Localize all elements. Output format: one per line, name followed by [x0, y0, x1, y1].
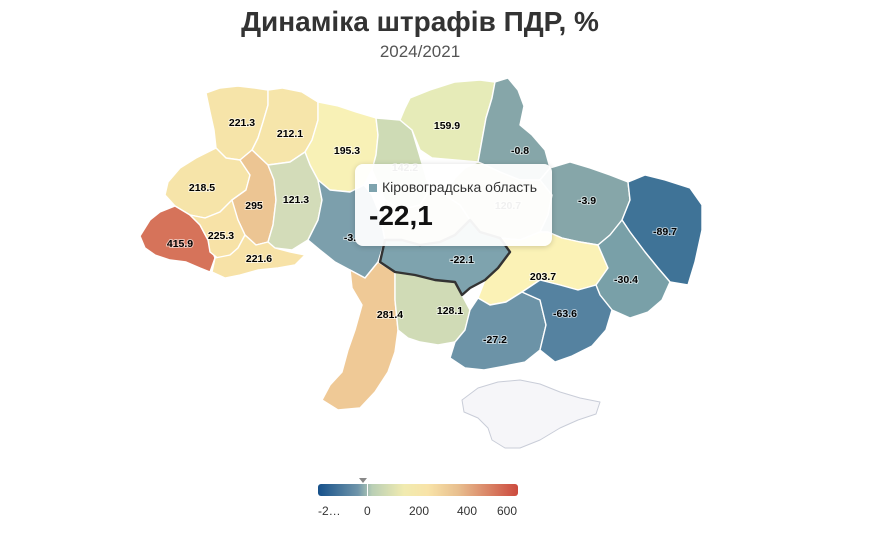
- region-label-luhansk: -89.7: [653, 226, 677, 238]
- legend-label-0: 0: [364, 504, 371, 518]
- region-tooltip: Кіровоградська область -22,1: [355, 164, 552, 246]
- legend-hover-marker: [359, 478, 367, 483]
- region-label-rivne: 212.1: [277, 128, 303, 140]
- region-donetsk[interactable]: [595, 219, 671, 319]
- region-label-vinnytsia: -3.: [344, 232, 356, 244]
- region-label-zaporizhzhia: -63.6: [553, 308, 577, 320]
- region-label-khmelnytskyi: 121.3: [283, 194, 309, 206]
- map-subtitle: 2024/2021: [379, 42, 461, 61]
- region-chernivtsi[interactable]: [211, 234, 306, 279]
- region-label-kirovohrad: -22.1: [450, 254, 474, 266]
- region-label-chernivtsi: 221.6: [246, 253, 272, 265]
- legend-label-min: -2…: [318, 504, 341, 518]
- region-label-ternopil: 295: [245, 200, 263, 212]
- region-zaporizhzhia[interactable]: [521, 279, 613, 363]
- region-odesa[interactable]: [321, 261, 399, 411]
- legend-zero-line: [367, 484, 368, 496]
- tooltip-value: -22,1: [369, 200, 433, 231]
- tooltip-region-name: Кіровоградська область: [382, 179, 537, 195]
- region-label-kharkiv: -3.9: [578, 195, 596, 207]
- region-label-donetsk: -30.4: [614, 274, 638, 286]
- region-label-zakarpattia: 415.9: [167, 238, 193, 250]
- legend-color-bar: [318, 484, 518, 496]
- region-label-mykolaiv: 128.1: [437, 305, 463, 317]
- tooltip-swatch: [369, 184, 377, 192]
- legend-label-600: 600: [497, 504, 518, 518]
- map-title: Динаміка штрафів ПДР, %: [241, 6, 599, 37]
- region-label-lviv: 218.5: [189, 182, 215, 194]
- legend-label-400: 400: [457, 504, 478, 518]
- region-label-volyn: 221.3: [229, 117, 255, 129]
- color-legend: -2… 0 200 400 600: [318, 478, 518, 528]
- region-label-sumy: -0.8: [511, 145, 529, 157]
- region-crimea[interactable]: [461, 379, 601, 449]
- region-label-zhytomyr: 195.3: [334, 145, 360, 157]
- region-label-ivano-frankivsk: 225.3: [208, 230, 234, 242]
- region-label-chernihiv: 159.9: [434, 120, 460, 132]
- region-label-dnipropetrovsk: 203.7: [530, 271, 556, 283]
- region-label-odesa: 281.4: [377, 309, 403, 321]
- region-label-kherson: -27.2: [483, 334, 507, 346]
- legend-label-200: 200: [409, 504, 430, 518]
